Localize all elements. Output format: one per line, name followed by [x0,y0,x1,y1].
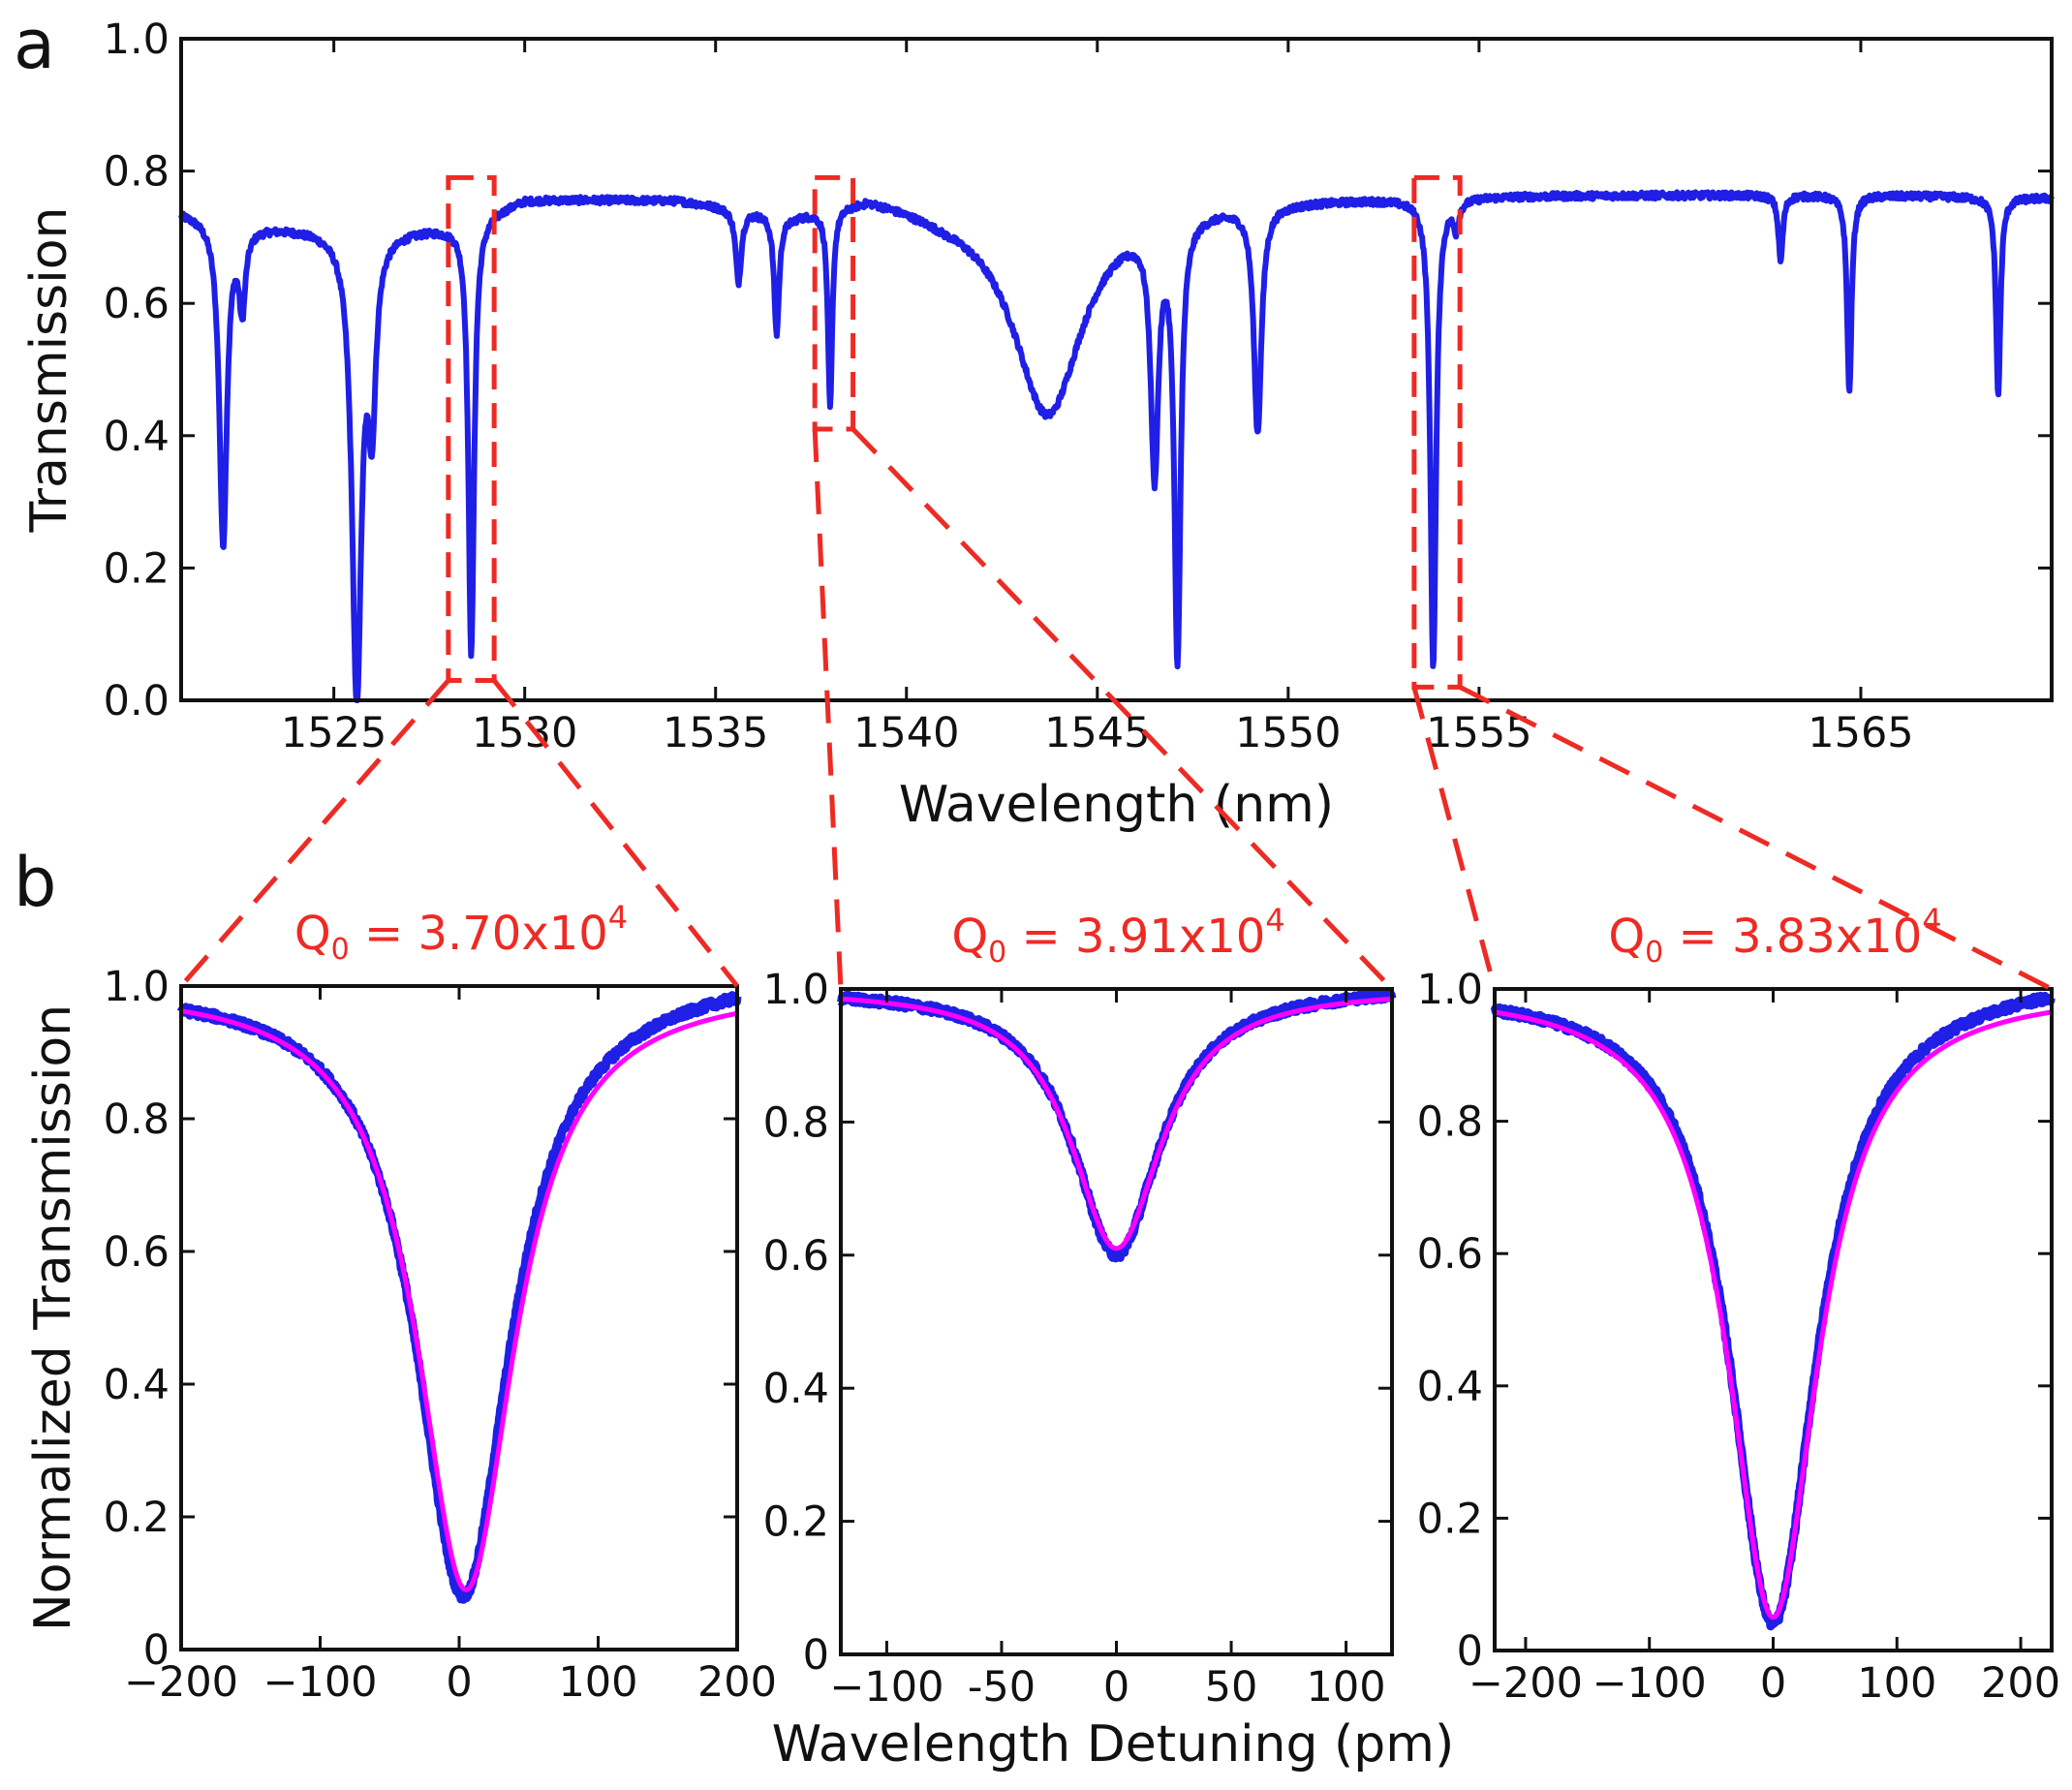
x-tick-label: 1530 [472,709,577,757]
zoom-box-3 [1411,174,1463,690]
x-axis-label: Wavelength Detuning (pm) [772,1715,1455,1774]
q-title-eq: = 3.91x10 [1006,910,1265,964]
x-tick-label: 100 [558,1658,637,1707]
y-tick-label: 0.2 [104,544,170,593]
x-tick-label: 0 [1760,1659,1786,1708]
x-tick-label: 1535 [663,709,768,757]
q-title-q: Q [294,907,331,961]
x-tick-label: 1565 [1808,709,1913,757]
y-tick-label: 1.0 [104,963,170,1011]
q-title-q: Q [951,910,988,964]
panel-letter-b: b [14,843,56,922]
y-tick-label: 0.8 [1417,1098,1483,1147]
panel-letter-a: a [14,5,55,84]
q-title-eq: = 3.70x10 [350,907,608,961]
q-title-sub: 0 [1645,936,1663,970]
y-axis-label: Transmission [20,207,78,534]
x-tick-label: 0 [446,1658,472,1707]
x-tick-label: 200 [697,1658,777,1707]
x-tick-label: 100 [1307,1663,1386,1712]
y-tick-label: 0.4 [763,1365,829,1413]
measured-line [1490,991,2056,1631]
y-tick-label: 0.4 [1417,1363,1483,1411]
x-tick-label: −100 [263,1658,377,1707]
q-factor-title: Q0 = 3.83x104 [1608,902,1941,970]
zoom-connector-3-right [1459,685,2054,992]
x-axis-label: Wavelength (nm) [899,776,1334,834]
y-tick-label: 1.0 [1417,966,1483,1014]
x-tick-label: 50 [1205,1663,1258,1712]
fit-line [1493,1009,2054,1620]
x-tick-label: 1540 [853,709,959,757]
x-tick-label: 1545 [1044,709,1150,757]
y-tick-label: 0 [803,1631,829,1680]
q-title-q: Q [1608,910,1645,964]
q-title-eq: = 3.83x10 [1663,910,1922,964]
measured-line [837,988,1397,1263]
y-tick-label: 0.6 [1417,1230,1483,1279]
plot-frame [179,37,2054,702]
fit-line [839,996,1394,1251]
plot-frame [179,984,739,1651]
y-tick-label: 0.0 [104,677,170,725]
chart-b2: −100 -50 0 50 100 0 0.2 0.4 0.6 0.8 1.0 Wavelength … [763,902,1455,1774]
plot-frame [839,987,1394,1656]
y-tick-label: 0.6 [104,280,170,328]
q-title-sub: 0 [988,936,1006,970]
x-tick-label: 1525 [281,709,387,757]
chart-b1: −200 −100 0 100 200 0 0.2 0.4 0.6 0.8 1.0 Normalize… [24,899,777,1707]
plot-frame [1493,987,2054,1652]
fit-line [179,1008,739,1592]
x-tick-label: −100 [829,1663,943,1712]
y-tick-label: 0.4 [104,1361,170,1409]
y-tick-label: 0.6 [763,1232,829,1281]
chart-a: 1525 1530 1535 1540 1545 1550 1555 15650.00.20.… [20,15,2055,834]
zoom-connector-1-right [492,678,739,988]
x-tick-label: 100 [1857,1659,1936,1708]
y-tick-label: 0.6 [104,1228,170,1277]
zoom-connector-2-left [812,428,844,990]
q-factor-title: Q0 = 3.91x104 [951,902,1284,970]
x-tick-label: −200 [1469,1659,1583,1708]
zoom-connectors [179,427,2054,992]
y-tick-label: 0 [143,1626,170,1675]
y-axis-label: Normalized Transmission [24,1004,82,1631]
x-tick-label: -50 [968,1663,1036,1712]
y-tick-label: 1.0 [104,15,170,64]
y-tick-label: 0.2 [1417,1495,1483,1543]
x-tick-label: 1550 [1235,709,1341,757]
y-tick-label: 0.8 [104,148,170,197]
zoom-box-2 [812,174,856,432]
q-title-sup: 4 [1265,902,1284,939]
x-tick-label: −100 [1593,1659,1707,1708]
y-tick-label: 1.0 [763,966,829,1014]
zoom-connector-1-left [179,678,450,988]
zoom-box-1 [446,174,497,684]
y-tick-label: 0.8 [763,1098,829,1147]
zoom-connector-2-right [850,427,1394,991]
x-tick-label: 200 [1981,1659,2060,1708]
y-tick-label: 0 [1457,1627,1483,1676]
spectrum-line [178,189,2055,703]
x-tick-label: 0 [1103,1663,1129,1712]
x-tick-label: −200 [124,1658,238,1707]
y-tick-label: 0.8 [104,1096,170,1144]
y-tick-label: 0.2 [763,1498,829,1547]
q-title-sub: 0 [331,933,350,967]
q-title-sup: 4 [608,899,628,936]
q-factor-title: Q0 = 3.70x104 [294,899,628,967]
y-tick-label: 0.4 [104,413,170,461]
measured-line [176,991,742,1604]
y-tick-label: 0.2 [104,1494,170,1542]
